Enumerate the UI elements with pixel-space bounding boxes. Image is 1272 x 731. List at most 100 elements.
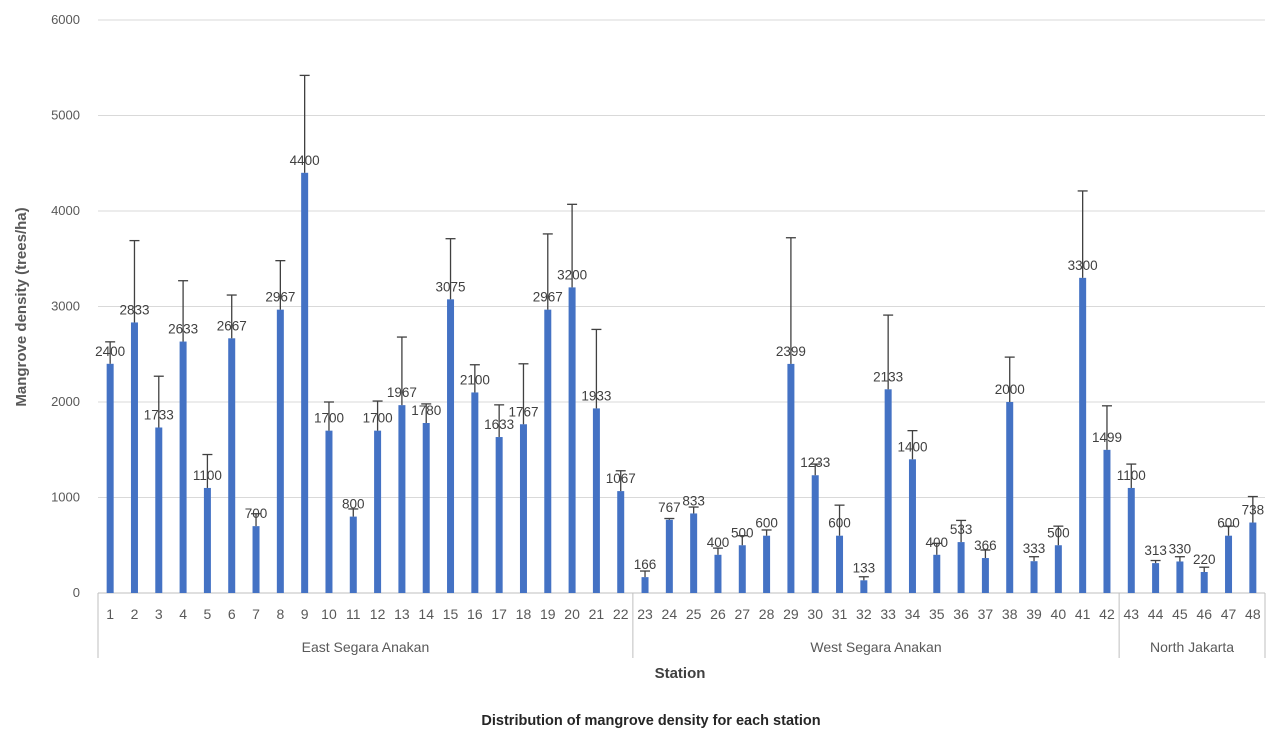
x-tick-label: 48 [1245,606,1261,622]
data-label: 1700 [363,411,393,426]
y-tick-label: 1000 [51,490,80,505]
bar [203,487,211,593]
bar [349,516,357,593]
x-tick-label: 16 [467,606,483,622]
data-label: 166 [634,557,657,572]
x-tick-label: 44 [1148,606,1164,622]
data-label: 833 [682,493,705,508]
data-label: 800 [342,497,365,512]
bar [374,430,382,593]
data-label: 1700 [314,411,344,426]
bar [325,430,333,593]
x-tick-label: 18 [516,606,532,622]
x-tick-label: 36 [953,606,969,622]
bar [763,535,771,593]
x-tick-label: 9 [301,606,309,622]
data-label: 366 [974,538,997,553]
x-tick-label: 41 [1075,606,1091,622]
data-label: 500 [1047,525,1070,540]
bar [836,535,844,593]
bar [519,424,527,593]
x-tick-label: 20 [564,606,580,622]
data-label: 2000 [995,382,1025,397]
bar [1006,402,1014,593]
bar [860,580,868,593]
bar [495,437,503,593]
bar [1030,561,1038,593]
bar [179,341,187,593]
bar [1225,535,1233,593]
bar [957,542,965,593]
bar [933,554,941,593]
x-tick-label: 39 [1026,606,1042,622]
x-tick-label: 19 [540,606,556,622]
data-label: 2833 [119,302,149,317]
data-label: 767 [658,500,681,515]
data-label: 500 [731,525,754,540]
data-label: 1233 [800,455,830,470]
x-tick-label: 45 [1172,606,1188,622]
data-label: 3300 [1068,258,1098,273]
x-tick-label: 37 [978,606,994,622]
data-label: 533 [950,522,973,537]
bar [252,526,260,593]
data-labels: 2400 2833 1733 2633 1100 2667 700 2967 4400 1700 8… [95,153,1264,575]
y-tick-label: 0 [73,585,80,600]
x-tick-label: 34 [905,606,921,622]
x-tick-label: 47 [1221,606,1237,622]
group-labels: East Segara Anakan West Segara Anakan Nort… [302,639,1235,655]
x-tick-label: 32 [856,606,872,622]
group-label: North Jakarta [1150,639,1234,655]
bars [106,172,1257,594]
bar [1200,571,1208,593]
y-tick-label: 4000 [51,203,80,218]
x-tick-label: 12 [370,606,386,622]
x-tick-label: 35 [929,606,945,622]
x-tick-label: 4 [179,606,187,622]
bar [447,299,455,593]
bar [665,519,673,593]
bar [690,513,698,593]
bar [1127,487,1135,593]
error-bars [105,74,1258,581]
x-tick-label: 22 [613,606,629,622]
x-tick-label: 13 [394,606,410,622]
x-tick-label: 3 [155,606,163,622]
x-tick-label: 24 [662,606,678,622]
y-axis-ticks: 0 1000 2000 3000 4000 5000 6000 [51,12,80,600]
bar [592,408,600,593]
data-label: 2399 [776,344,806,359]
data-label: 1933 [581,388,611,403]
data-label: 4400 [290,153,320,168]
data-label: 700 [245,506,268,521]
x-tick-label: 1 [106,606,114,622]
y-tick-label: 6000 [51,12,80,27]
data-label: 400 [926,535,949,550]
bar [398,405,406,593]
data-label: 1733 [144,407,174,422]
x-tick-label: 42 [1099,606,1115,622]
bar [1079,277,1087,593]
bar [155,427,163,593]
bar [106,363,114,593]
x-tick-label: 6 [228,606,236,622]
x-tick-label: 25 [686,606,702,622]
bar [787,363,795,593]
x-tick-label: 17 [491,606,507,622]
bar [568,287,576,593]
data-label: 600 [828,516,851,531]
data-label: 1499 [1092,430,1122,445]
data-label: 1967 [387,385,417,400]
data-label: 220 [1193,552,1216,567]
bar [422,423,430,593]
data-label: 1767 [508,404,538,419]
bar [228,338,236,593]
group-label: West Segara Anakan [810,639,941,655]
bar [908,459,916,593]
data-label: 333 [1023,541,1046,556]
x-axis [97,592,1266,658]
x-tick-label: 27 [734,606,750,622]
x-tick-label: 2 [131,606,139,622]
data-label: 2133 [873,369,903,384]
